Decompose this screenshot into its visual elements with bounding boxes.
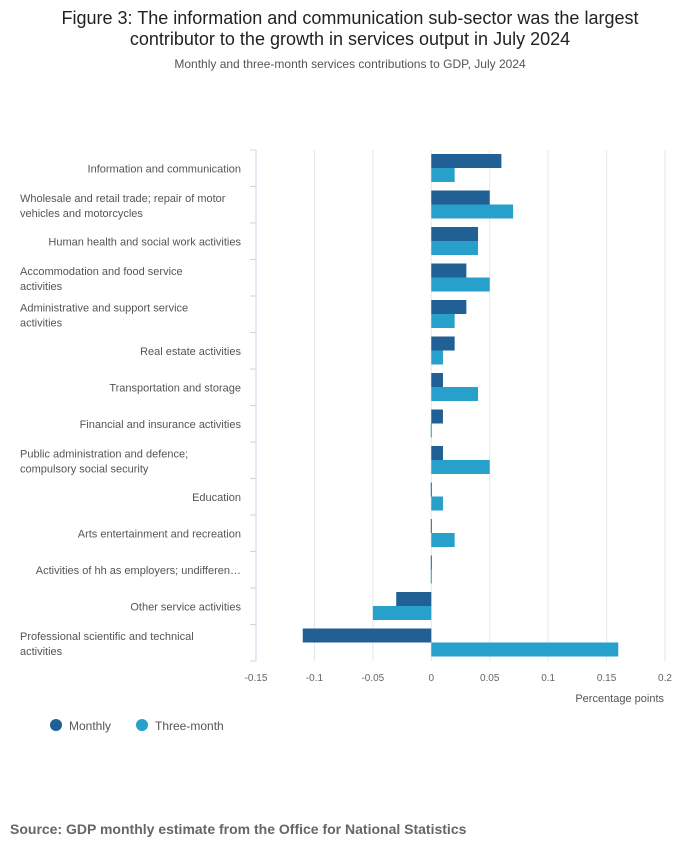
chart-title-line-1: Figure 3: The information and communicat… [61,8,639,28]
bar-three-month [431,533,455,547]
legend-label: Three-month [155,719,224,733]
category-label: Transportation and storage [109,382,241,394]
x-tick-label: -0.15 [245,673,268,684]
category-label: Activities of hh as employers; undiffere… [36,565,241,577]
category-label: Accommodation and food service activities [20,266,183,293]
legend-label: Monthly [69,719,111,733]
x-tick-label: 0 [429,673,435,684]
bar-monthly [431,409,443,424]
bar-monthly [431,190,490,205]
bar-monthly [431,336,455,351]
bar-three-month [430,569,432,584]
category-label: Wholesale and retail trade; repair of mo… [20,193,226,220]
category-label: Financial and insurance activities [80,419,242,431]
x-tick-label: 0.2 [658,673,672,684]
bar-three-month [430,423,432,438]
bar-chart: -0.15 -0.1 -0.05 0 0.05 0.1 0.15 0.2 Information… [20,149,672,733]
category-label: Other service activities [130,601,241,613]
x-tick-label: -0.1 [306,673,324,684]
x-tick-label: 0.15 [597,673,617,684]
category-label: Administrative and support service activi… [20,302,188,329]
bar-three-month [431,387,479,401]
bar-monthly [430,519,432,533]
bar-monthly [431,263,467,278]
bar-monthly [431,446,443,460]
bar-monthly [396,592,432,606]
legend-marker-three-month [136,719,148,731]
bar-three-month [431,168,455,182]
bar-three-month [431,642,619,657]
bar-three-month [431,460,490,474]
category-label: Education [192,492,241,504]
category-label: Public administration and defence; compul… [20,448,188,475]
bar-three-month [431,350,443,365]
category-label: Information and communication [88,163,241,175]
chart-subtitle: Monthly and three-month services contrib… [174,57,526,71]
category-label: Arts entertainment and recreation [78,528,241,540]
chart-title: Figure 3: The information and communicat… [0,8,700,50]
x-axis-title: Percentage points [575,693,664,705]
bar-monthly [431,154,502,168]
bar-three-month [431,204,514,219]
legend-marker-monthly [50,719,62,731]
bar-monthly [302,628,432,643]
bar-three-month [431,277,490,292]
x-tick-label: 0.1 [541,673,555,684]
category-label: Professional scientific and technical act… [20,631,194,658]
category-label: Human health and social work activities [48,236,241,248]
bar-three-month [431,241,479,255]
bar-monthly [431,227,479,241]
bar-monthly [430,482,432,497]
bar-three-month [431,496,443,511]
x-tick-label: -0.05 [361,673,384,684]
bar-three-month [431,314,455,328]
bar-monthly [430,555,432,570]
source-note: Source: GDP monthly estimate from the Of… [10,821,467,837]
bar-three-month [372,606,432,620]
x-tick-label: 0.05 [480,673,500,684]
category-label: Real estate activities [140,346,241,358]
bar-monthly [431,373,443,387]
chart-title-line-2: contributor to the growth in services ou… [129,29,571,49]
bar-monthly [431,300,467,314]
